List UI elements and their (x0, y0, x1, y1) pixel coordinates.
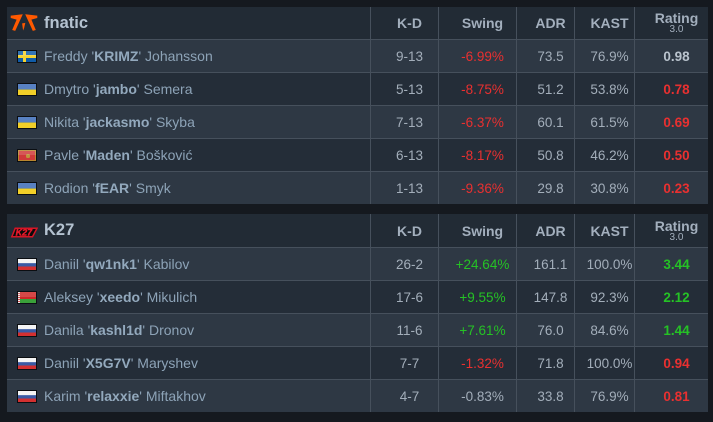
svg-text:K27: K27 (16, 227, 34, 237)
